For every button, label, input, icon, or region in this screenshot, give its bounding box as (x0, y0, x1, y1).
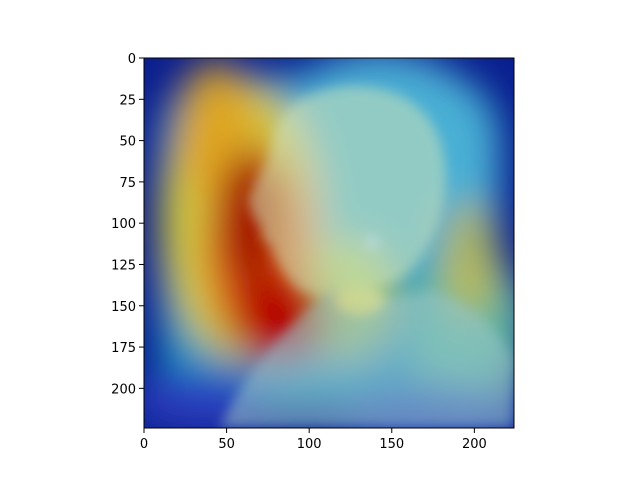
y-axis: 0 25 50 75 100 125 150 175 200 (111, 52, 144, 397)
y-tick-label: 200 (111, 382, 136, 397)
y-tick-label: 100 (111, 217, 136, 232)
y-tick-label: 25 (119, 93, 136, 108)
axes-frame (143, 57, 515, 429)
y-tick-label: 175 (111, 341, 136, 356)
x-tick-label: 50 (218, 437, 235, 452)
y-tick-label: 150 (111, 300, 136, 315)
y-tick-label: 50 (119, 135, 136, 150)
x-tick-label: 0 (140, 437, 148, 452)
x-tick-label: 150 (379, 437, 404, 452)
x-axis: 0 50 100 150 200 (140, 428, 487, 452)
y-tick-label: 0 (128, 52, 136, 67)
x-tick-label: 100 (297, 437, 322, 452)
x-tick-label: 200 (462, 437, 487, 452)
y-tick-label: 75 (119, 176, 136, 191)
y-tick-label: 125 (111, 258, 136, 273)
portrait-figure (220, 85, 514, 428)
heatmap-image (144, 58, 514, 428)
